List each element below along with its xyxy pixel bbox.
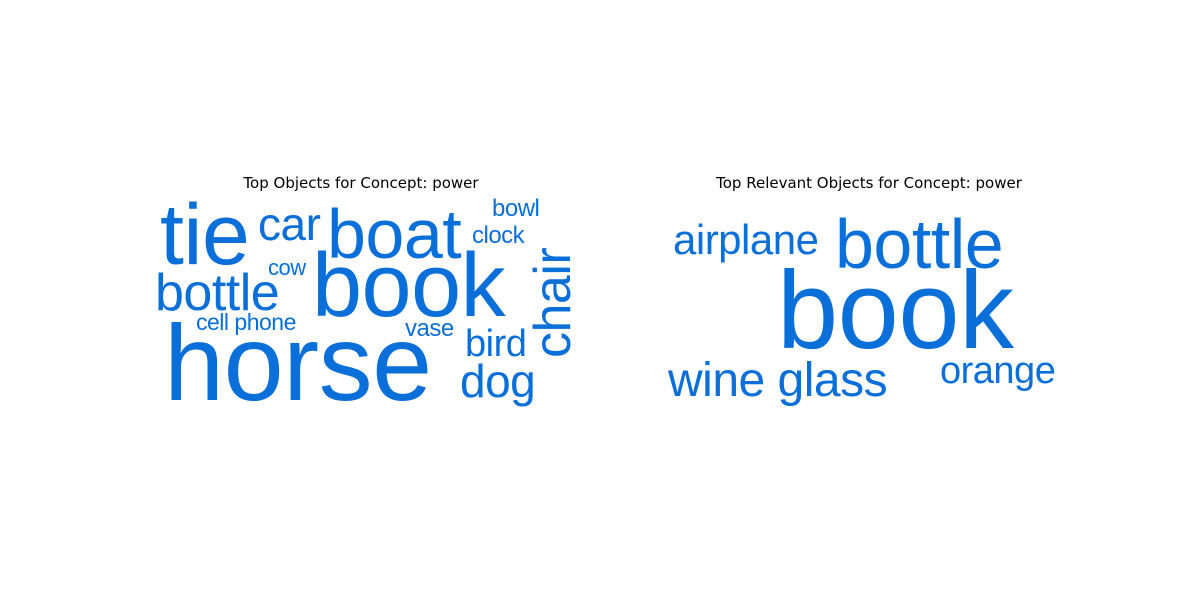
word-vase: vase xyxy=(405,315,454,342)
word-bottle: bottle xyxy=(155,264,279,322)
word-bird: bird xyxy=(465,323,526,365)
chart-title-left: Top Objects for Concept: power xyxy=(243,174,479,192)
chart-title-right: Top Relevant Objects for Concept: power xyxy=(716,174,1022,192)
word-book: book xyxy=(777,249,1015,372)
word-car: car xyxy=(258,198,321,250)
word-airplane: airplane xyxy=(673,216,818,263)
word-boat: boat xyxy=(327,195,461,273)
word-book: book xyxy=(312,236,507,336)
word-chair: chair xyxy=(524,248,582,358)
word-bowl: bowl xyxy=(492,195,539,222)
word-tie: tie xyxy=(160,187,249,283)
word-bottle: bottle xyxy=(835,205,1003,283)
word-orange: orange xyxy=(940,350,1055,392)
word-wine-glass: wine glass xyxy=(667,354,887,407)
word-cell-phone: cell phone xyxy=(196,309,296,335)
word-clock: clock xyxy=(472,222,526,249)
word-cow: cow xyxy=(268,255,306,280)
word-dog: dog xyxy=(460,355,535,407)
word-horse: horse xyxy=(164,302,432,423)
